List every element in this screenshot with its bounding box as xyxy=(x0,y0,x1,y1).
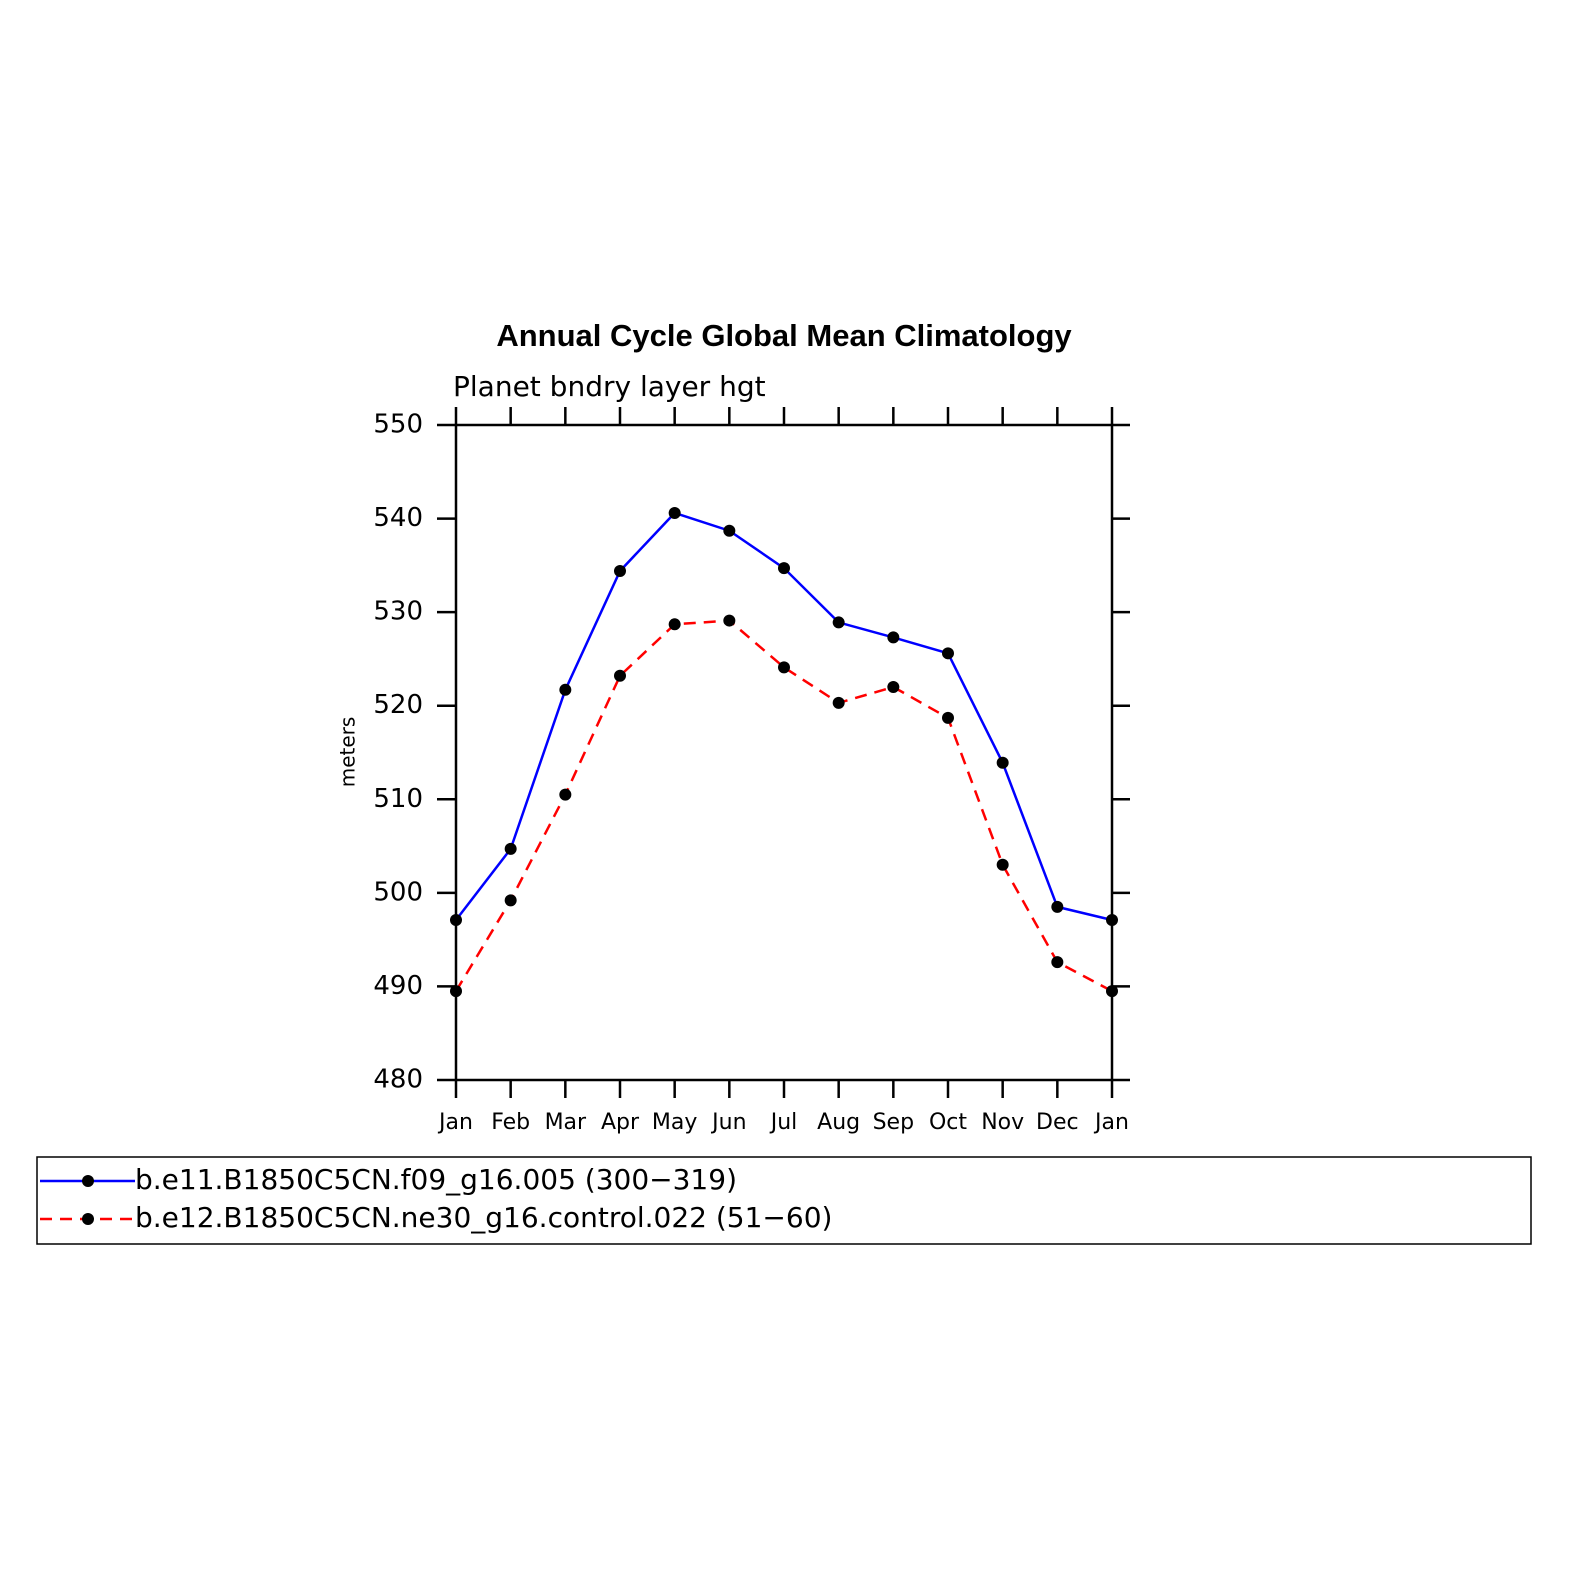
point-marker xyxy=(887,631,900,644)
x-tick-label: Jan xyxy=(1093,1110,1129,1135)
y-tick-label: 480 xyxy=(373,1065,423,1095)
point-marker xyxy=(450,913,462,926)
point-marker xyxy=(559,683,572,696)
legend-label: b.e12.B1850C5CN.ne30_g16.control.022 (51… xyxy=(135,1201,832,1234)
point-marker xyxy=(1106,913,1118,926)
point-marker xyxy=(996,858,1009,871)
point-marker xyxy=(614,564,626,577)
point-marker xyxy=(1106,985,1118,998)
point-marker xyxy=(1051,956,1064,969)
y-tick-label: 550 xyxy=(373,410,423,440)
point-marker xyxy=(614,669,626,682)
y-tick-label: 490 xyxy=(373,971,423,1001)
y-tick-label: 500 xyxy=(373,877,423,907)
x-tick-label: Sep xyxy=(873,1110,914,1135)
x-tick-label: Jul xyxy=(769,1110,798,1135)
x-tick-label: Jan xyxy=(437,1110,473,1135)
legend-marker xyxy=(82,1213,94,1225)
x-tick-label: Feb xyxy=(491,1110,530,1135)
y-tick-label: 530 xyxy=(373,597,423,627)
chart-subtitle: Planet bndry layer hgt xyxy=(453,370,766,403)
point-marker xyxy=(942,647,954,660)
chart-title: Annual Cycle Global Mean Climatology xyxy=(496,318,1072,353)
y-tick-label: 520 xyxy=(373,690,423,720)
point-marker xyxy=(1051,900,1064,913)
x-tick-label: Mar xyxy=(545,1110,587,1135)
y-tick-label: 510 xyxy=(373,784,423,814)
x-tick-label: Nov xyxy=(981,1110,1024,1135)
point-marker xyxy=(778,661,790,674)
point-marker xyxy=(832,696,845,709)
point-marker xyxy=(778,562,790,575)
x-tick-label: Oct xyxy=(929,1110,967,1135)
x-tick-label: Jun xyxy=(710,1110,746,1135)
point-marker xyxy=(504,842,517,855)
point-marker xyxy=(723,524,736,537)
point-marker xyxy=(668,618,681,631)
x-tick-label: May xyxy=(652,1110,697,1135)
point-marker xyxy=(504,894,517,907)
point-marker xyxy=(668,506,681,519)
point-marker xyxy=(996,756,1009,769)
legend-label: b.e11.B1850C5CN.f09_g16.005 (300−319) xyxy=(135,1163,737,1196)
point-marker xyxy=(832,616,845,629)
point-marker xyxy=(887,681,900,693)
x-tick-label: Apr xyxy=(601,1110,640,1135)
x-tick-label: Dec xyxy=(1036,1110,1079,1135)
point-marker xyxy=(450,985,462,998)
point-marker xyxy=(942,711,954,724)
legend-box xyxy=(36,1156,1532,1245)
x-tick-label: Aug xyxy=(817,1110,860,1135)
point-marker xyxy=(559,788,572,801)
y-tick-label: 540 xyxy=(373,503,423,533)
legend-marker xyxy=(82,1175,94,1187)
point-marker xyxy=(723,614,736,627)
y-axis-label: meters xyxy=(336,717,360,788)
